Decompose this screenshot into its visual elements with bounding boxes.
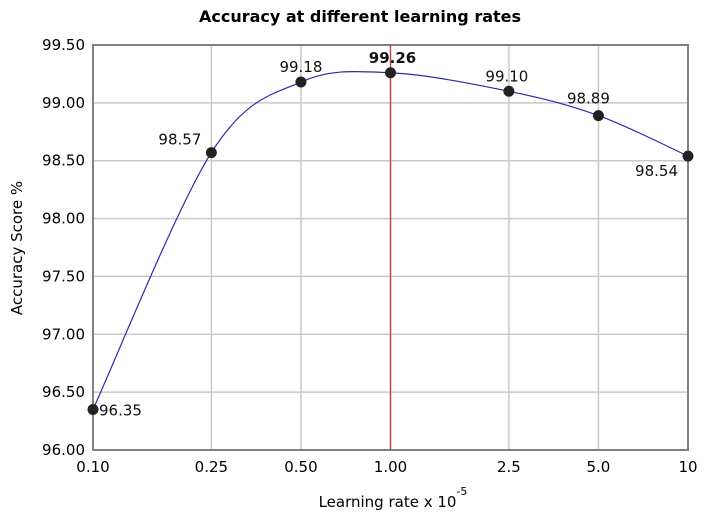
data-points [87, 67, 694, 415]
data-point [87, 404, 99, 415]
data-point [592, 110, 604, 122]
y-tick-label: 96.00 [42, 441, 85, 459]
x-tick-label: 0.25 [195, 458, 228, 476]
x-tick-label: 0.10 [76, 458, 109, 476]
x-tick-label: 1.00 [374, 458, 407, 476]
data-label: 99.18 [279, 58, 322, 76]
y-tick-label: 99.50 [42, 36, 85, 54]
y-tick-label: 96.50 [42, 383, 85, 401]
data-line [92, 70, 689, 410]
x-tick-label: 2.5 [497, 458, 521, 476]
data-point [205, 147, 217, 159]
y-axis-label: Accuracy Score % [8, 181, 26, 315]
data-label: 99.26 [369, 49, 416, 67]
x-axis-ticks: 0.10 0.25 0.50 1.00 2.5 5.0 10 [76, 458, 697, 476]
data-label: 96.35 [99, 402, 142, 420]
x-tick-label: 5.0 [587, 458, 611, 476]
data-point [503, 85, 515, 97]
chart-title: Accuracy at different learning rates [199, 7, 521, 26]
data-label: 98.54 [635, 162, 678, 180]
data-label: 98.57 [158, 131, 201, 149]
x-axis-label: Learning rate x 10-5 [319, 485, 468, 511]
y-tick-label: 97.50 [42, 267, 85, 285]
y-axis-ticks: 96.00 96.50 97.00 97.50 98.00 98.50 99.00 99.50 [42, 36, 85, 459]
data-point [682, 150, 694, 162]
y-tick-label: 99.00 [42, 94, 85, 112]
y-tick-label: 98.50 [42, 152, 85, 170]
data-label: 99.10 [485, 67, 528, 85]
y-tick-label: 97.00 [42, 325, 85, 343]
x-tick-label: 10 [678, 458, 697, 476]
y-tick-label: 98.00 [42, 210, 85, 228]
data-point [295, 76, 307, 88]
data-label: 98.89 [567, 90, 610, 108]
data-point [385, 67, 396, 79]
data-labels: 96.35 98.57 99.18 99.26 99.10 98.89 98.54 [99, 49, 678, 420]
x-tick-label: 0.50 [284, 458, 317, 476]
